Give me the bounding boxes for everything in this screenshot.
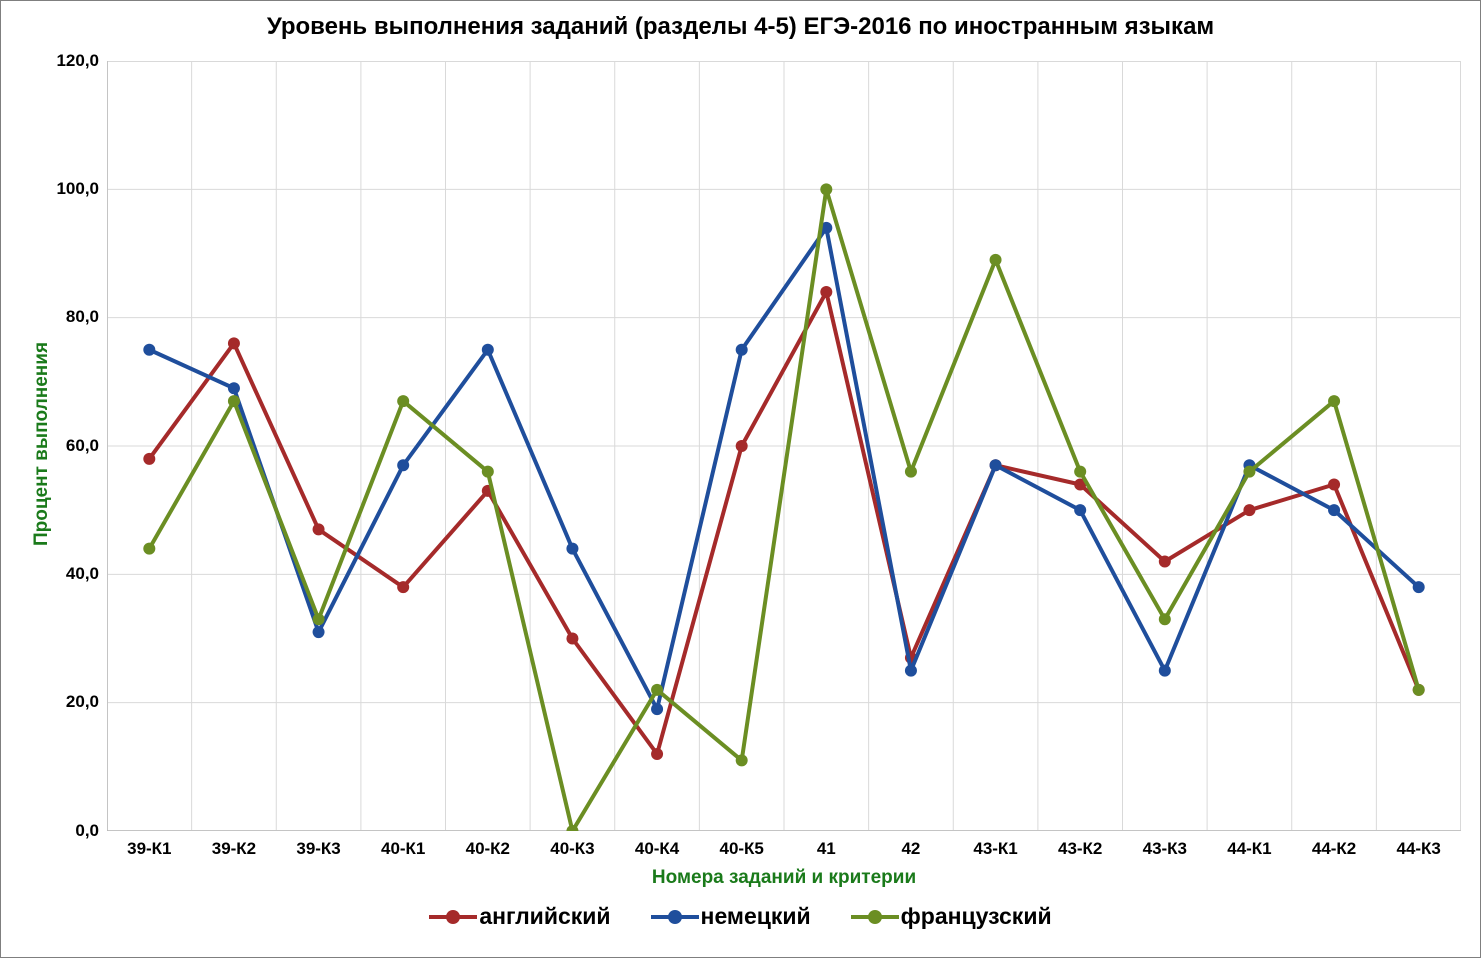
data-marker [313, 626, 325, 638]
data-marker [397, 395, 409, 407]
y-tick-label: 0,0 [47, 821, 99, 841]
data-marker [313, 523, 325, 535]
data-marker [1328, 479, 1340, 491]
data-marker [990, 459, 1002, 471]
x-tick-label: 40-К1 [361, 839, 446, 859]
legend: английский немецкий французский [1, 903, 1480, 930]
data-marker [566, 543, 578, 555]
data-marker [1328, 395, 1340, 407]
data-marker [1159, 665, 1171, 677]
data-marker [482, 344, 494, 356]
data-marker [1413, 684, 1425, 696]
chart-title: Уровень выполнения заданий (разделы 4-5)… [1, 13, 1480, 41]
legend-item: английский [429, 903, 610, 930]
y-tick-label: 40,0 [47, 564, 99, 584]
x-tick-label: 43-К2 [1038, 839, 1123, 859]
data-marker [990, 254, 1002, 266]
data-marker [651, 748, 663, 760]
legend-label: французский [901, 903, 1052, 930]
legend-item: французский [851, 903, 1052, 930]
data-marker [651, 684, 663, 696]
legend-swatch [651, 910, 699, 924]
x-tick-label: 43-К3 [1123, 839, 1208, 859]
data-marker [482, 466, 494, 478]
data-marker [1074, 466, 1086, 478]
data-marker [736, 754, 748, 766]
plot-area [107, 61, 1461, 831]
data-marker [651, 703, 663, 715]
data-marker [566, 633, 578, 645]
x-tick-label: 43-К1 [953, 839, 1038, 859]
data-marker [143, 453, 155, 465]
data-marker [228, 382, 240, 394]
x-tick-label: 39-К2 [192, 839, 277, 859]
legend-label: немецкий [701, 903, 811, 930]
x-tick-label: 40-К2 [446, 839, 531, 859]
x-tick-label: 41 [784, 839, 869, 859]
x-tick-label: 44-К2 [1292, 839, 1377, 859]
data-marker [736, 440, 748, 452]
data-marker [313, 613, 325, 625]
data-marker [1159, 613, 1171, 625]
data-marker [397, 581, 409, 593]
x-tick-label: 39-К1 [107, 839, 192, 859]
legend-swatch [429, 910, 477, 924]
x-tick-label: 44-К1 [1207, 839, 1292, 859]
data-marker [143, 543, 155, 555]
y-tick-label: 80,0 [47, 307, 99, 327]
data-marker [820, 183, 832, 195]
x-axis-label: Номера заданий и критерии [107, 867, 1461, 889]
x-tick-label: 44-К3 [1376, 839, 1461, 859]
y-tick-label: 120,0 [47, 51, 99, 71]
data-marker [228, 337, 240, 349]
data-marker [228, 395, 240, 407]
data-marker [905, 665, 917, 677]
data-marker [1243, 504, 1255, 516]
data-marker [397, 459, 409, 471]
data-marker [1074, 504, 1086, 516]
x-tick-label: 42 [869, 839, 954, 859]
data-marker [736, 344, 748, 356]
legend-swatch [851, 910, 899, 924]
y-tick-label: 100,0 [47, 179, 99, 199]
data-marker [1243, 466, 1255, 478]
legend-label: английский [479, 903, 610, 930]
y-tick-label: 20,0 [47, 692, 99, 712]
data-marker [1413, 581, 1425, 593]
data-marker [1159, 556, 1171, 568]
x-tick-label: 40-К4 [615, 839, 700, 859]
data-marker [1328, 504, 1340, 516]
y-tick-label: 60,0 [47, 436, 99, 456]
legend-item: немецкий [651, 903, 811, 930]
x-tick-label: 40-К3 [530, 839, 615, 859]
data-marker [143, 344, 155, 356]
x-tick-label: 40-К5 [699, 839, 784, 859]
data-marker [820, 286, 832, 298]
x-tick-label: 39-К3 [276, 839, 361, 859]
chart-frame: Уровень выполнения заданий (разделы 4-5)… [0, 0, 1481, 958]
data-marker [905, 466, 917, 478]
